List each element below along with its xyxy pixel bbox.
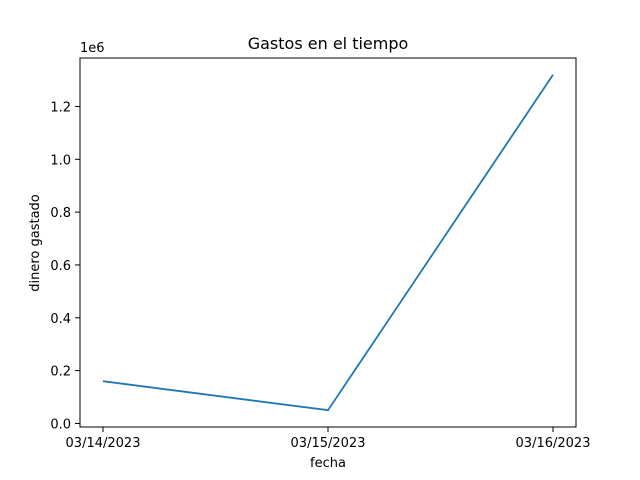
chart-title: Gastos en el tiempo <box>248 34 409 53</box>
series-layer <box>102 74 554 412</box>
plot-frame <box>79 57 577 428</box>
y-tick-label: 1.2 <box>50 100 71 115</box>
y-axis-label: dinero gastado <box>28 194 43 292</box>
y-tick-label: 1.0 <box>50 153 71 168</box>
plot-area <box>80 58 576 427</box>
y-tick-label: 0.6 <box>50 259 71 274</box>
y-axis-offset-label: 1e6 <box>80 41 105 56</box>
x-tick-label: 03/14/2023 <box>66 436 141 451</box>
y-tick-label: 0.8 <box>50 206 71 221</box>
x-axis-label: fecha <box>310 456 346 471</box>
x-tick-label: 03/16/2023 <box>516 436 591 451</box>
x-axis-ticks: 03/14/2023 03/15/2023 03/16/2023 <box>66 427 591 451</box>
y-tick-label: 0.0 <box>50 417 71 432</box>
y-tick-label: 0.4 <box>50 312 71 327</box>
x-tick-label: 03/15/2023 <box>291 436 366 451</box>
series-line <box>102 74 554 412</box>
y-tick-label: 0.2 <box>50 365 71 380</box>
y-axis-ticks: 0.0 0.2 0.4 0.6 0.8 1.0 1.2 <box>50 100 80 432</box>
